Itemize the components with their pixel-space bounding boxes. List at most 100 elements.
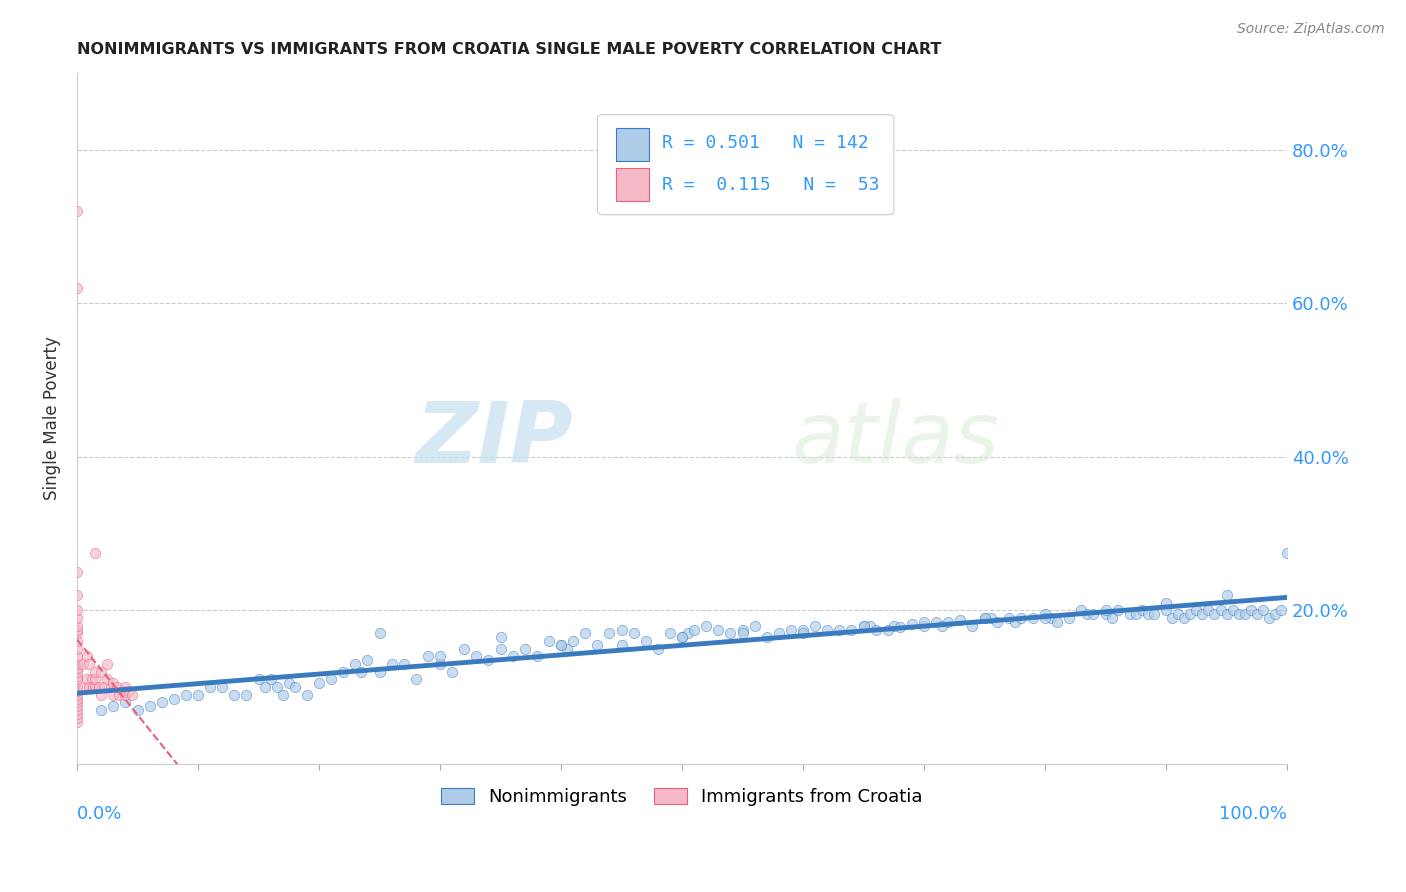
Point [87,680,110,694]
Text: Source: ZipAtlas.com: Source: ZipAtlas.com [1237,22,1385,37]
Point [405,673,427,687]
Point [66,626,89,640]
Point [865,623,887,637]
Point [1180,607,1202,622]
Point [513,641,536,656]
Point [804,618,827,632]
Point [114,680,136,694]
Point [1227,607,1250,622]
Point [453,641,475,656]
Point [224,688,246,702]
Point [1215,588,1237,602]
Point [731,623,754,637]
Point [1167,607,1189,622]
Point [744,618,766,632]
Point [93,680,115,694]
Point [121,688,143,702]
Point [96,673,118,687]
Point [84,546,107,560]
Point [1022,611,1045,625]
Point [66,699,89,714]
Point [623,626,645,640]
Point [997,611,1019,625]
Point [66,649,89,664]
Point [1107,603,1129,617]
Point [925,615,948,629]
Point [66,611,89,625]
Point [1215,607,1237,622]
Point [198,680,221,694]
Point [1222,603,1244,617]
Point [980,611,1002,625]
Point [260,673,283,687]
Text: 100.0%: 100.0% [1219,805,1286,823]
Point [66,618,89,632]
Point [586,638,609,652]
Point [96,657,118,671]
Point [84,673,107,687]
Point [598,626,620,640]
Point [429,657,451,671]
Point [381,657,404,671]
Point [66,673,89,687]
FancyBboxPatch shape [598,115,894,215]
Point [676,626,699,640]
Point [852,618,875,632]
Legend: Nonimmigrants, Immigrants from Croatia: Nonimmigrants, Immigrants from Croatia [434,780,929,814]
Point [1033,607,1056,622]
Point [792,626,814,640]
Point [1046,615,1069,629]
Point [284,680,307,694]
Point [1258,611,1281,625]
Point [1004,615,1026,629]
Point [912,618,935,632]
Point [266,680,288,694]
Point [66,281,89,295]
Point [344,657,367,671]
Point [271,688,294,702]
Point [350,665,373,679]
Point [321,673,343,687]
Point [1246,607,1268,622]
Text: R = 0.501   N = 142: R = 0.501 N = 142 [661,134,868,152]
Point [1264,607,1286,622]
Point [502,649,524,664]
Point [883,618,905,632]
Point [66,204,89,219]
Point [1033,611,1056,625]
Point [77,657,100,671]
Point [768,626,790,640]
Point [66,634,89,648]
Point [114,695,136,709]
Point [108,688,131,702]
Point [610,638,633,652]
Point [962,618,984,632]
Point [659,626,682,640]
Point [1125,607,1147,622]
Point [671,630,693,644]
Point [105,680,128,694]
Point [815,623,838,637]
FancyBboxPatch shape [616,168,650,201]
Point [1197,603,1219,617]
Point [1101,611,1123,625]
Point [90,688,112,702]
Point [277,676,299,690]
Point [1161,611,1184,625]
Point [174,688,197,702]
Point [66,661,89,675]
Point [77,680,100,694]
Point [550,638,572,652]
Point [66,665,89,679]
Point [526,649,548,664]
Point [72,680,94,694]
Point [103,699,125,714]
Point [1185,603,1208,617]
Point [66,565,89,579]
Point [66,668,89,682]
Point [1240,603,1263,617]
Point [103,688,125,702]
Point [912,615,935,629]
Y-axis label: Single Male Poverty: Single Male Poverty [44,336,60,500]
Point [1059,611,1081,625]
